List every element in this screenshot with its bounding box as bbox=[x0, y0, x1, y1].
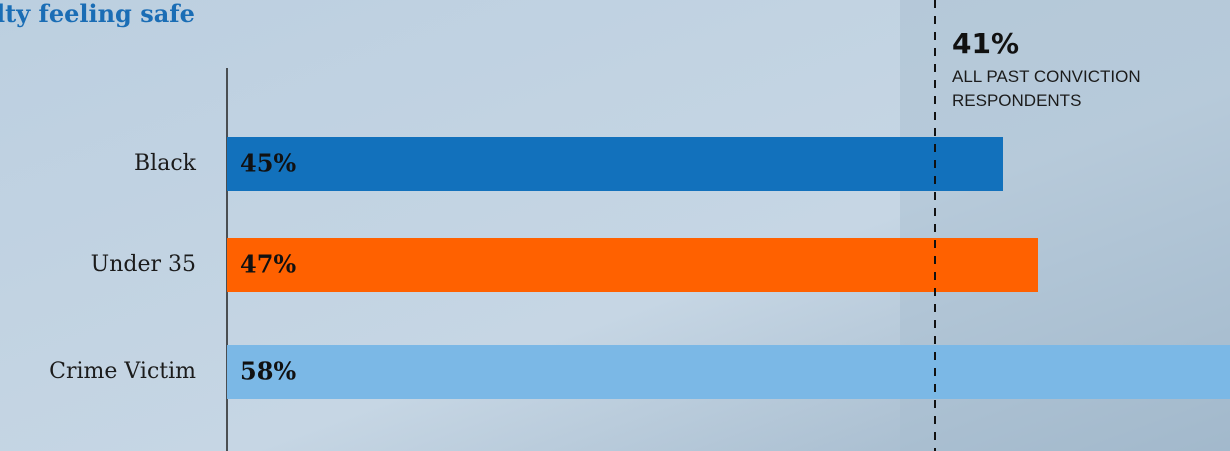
chart-title: lty feeling safe bbox=[0, 0, 195, 28]
value-label: 47% bbox=[240, 250, 296, 279]
category-label: Crime Victim bbox=[49, 359, 196, 384]
reference-value: 41% bbox=[952, 27, 1019, 60]
bar bbox=[227, 345, 1230, 399]
bar bbox=[227, 238, 1038, 292]
value-label: 58% bbox=[240, 357, 296, 386]
bar bbox=[227, 137, 1003, 191]
reference-note: RESPONDENTS bbox=[952, 91, 1081, 110]
value-label: 45% bbox=[240, 149, 296, 178]
reference-note: ALL PAST CONVICTION bbox=[952, 67, 1141, 86]
category-label: Under 35 bbox=[91, 252, 196, 277]
category-label: Black bbox=[134, 151, 197, 176]
